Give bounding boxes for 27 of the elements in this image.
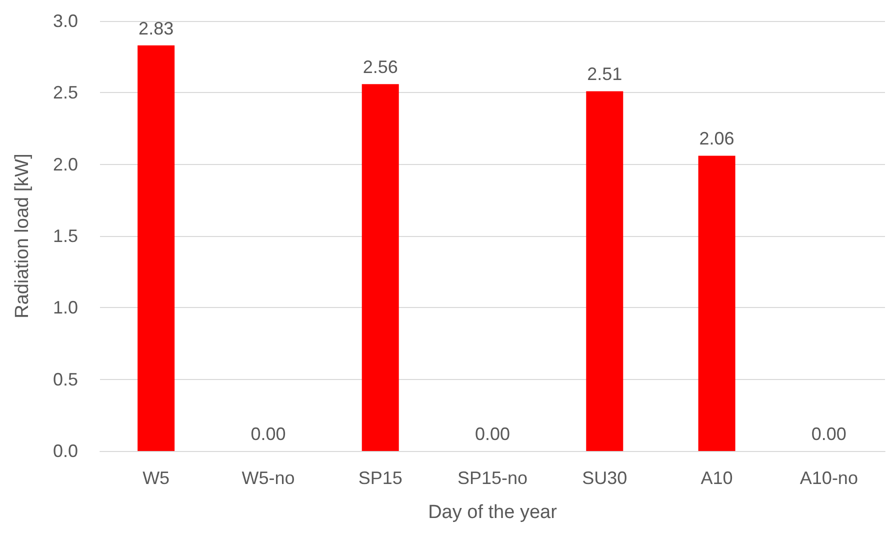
y-tick-label: 2.5	[52, 82, 78, 103]
data-label: 2.83	[138, 18, 174, 38]
bar	[586, 91, 624, 451]
x-tick-label: W5	[142, 468, 170, 488]
x-axis-title: Day of the year	[428, 502, 558, 523]
data-label: 2.06	[699, 128, 734, 149]
data-label: 0.00	[474, 424, 510, 444]
data-label: 2.56	[362, 57, 398, 78]
bar	[138, 45, 175, 451]
y-tick-label: 0.0	[52, 441, 78, 461]
x-tick-label: SU30	[582, 468, 628, 488]
data-label: 0.00	[250, 424, 286, 444]
y-tick-label: 1.0	[52, 298, 78, 318]
y-axis-title: Radiation load [kW]	[12, 154, 33, 318]
y-tick-label: 0.5	[52, 369, 78, 390]
x-tick-label: A10-no	[800, 468, 858, 488]
x-tick-label: SP15	[358, 468, 402, 488]
bar	[362, 84, 399, 451]
x-tick-label: W5-no	[242, 468, 295, 488]
y-tick-label: 2.0	[52, 154, 78, 174]
data-label: 0.00	[811, 424, 846, 444]
data-label: 2.51	[587, 64, 622, 84]
y-tick-label: 1.5	[52, 226, 78, 246]
bar	[698, 156, 736, 451]
x-tick-label: A10	[700, 468, 733, 488]
x-tick-label: SP15-no	[457, 468, 528, 488]
y-tick-label: 3.0	[52, 11, 78, 31]
